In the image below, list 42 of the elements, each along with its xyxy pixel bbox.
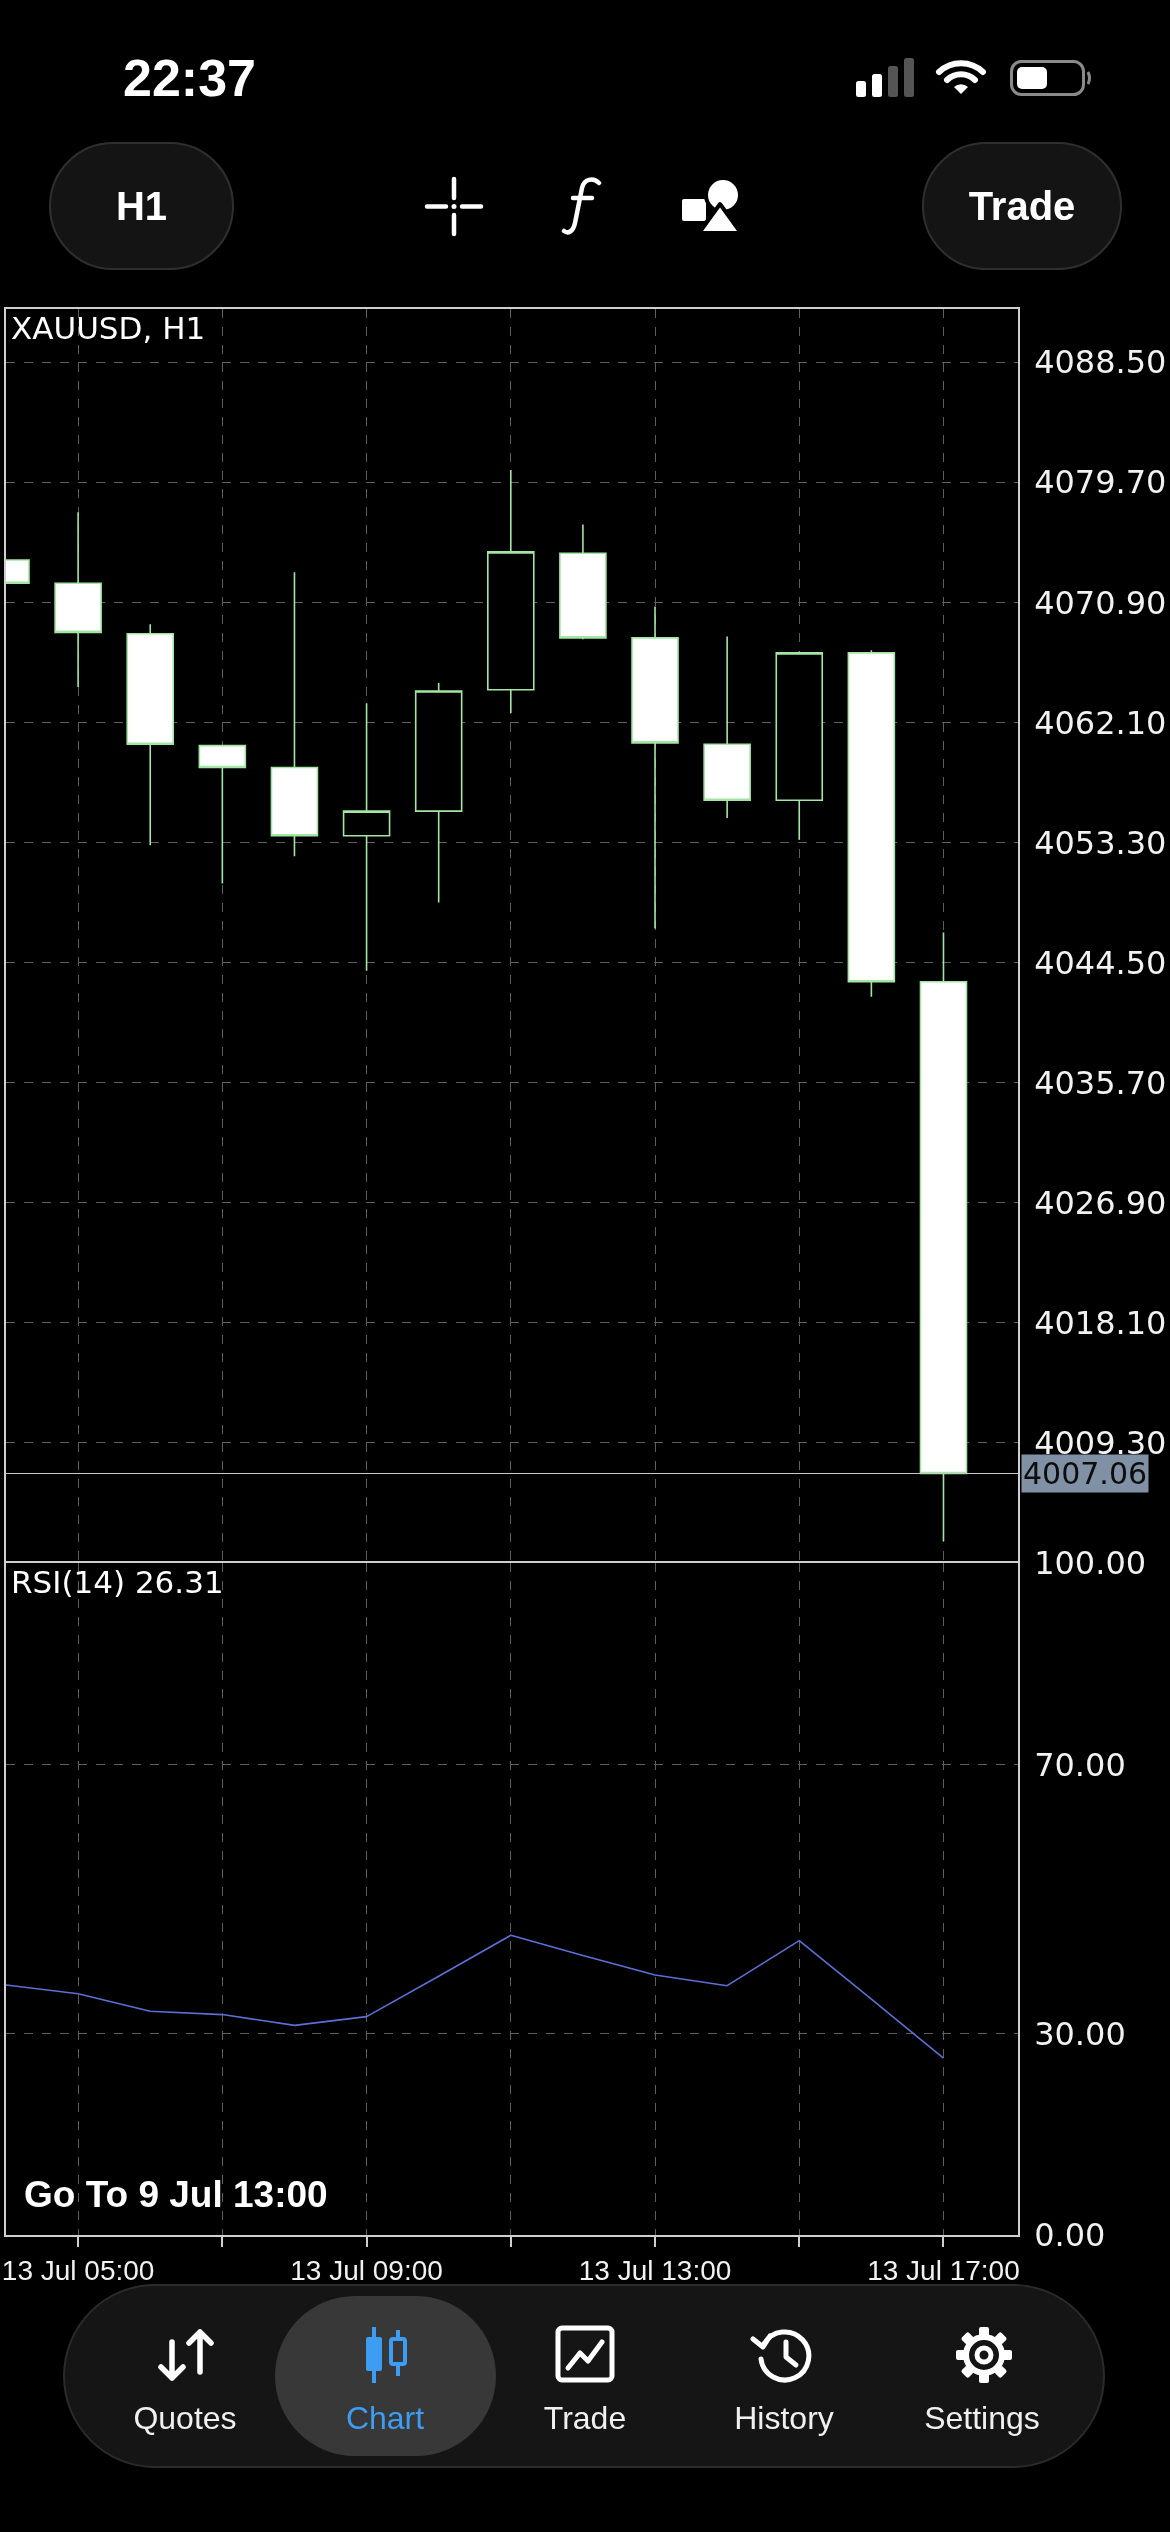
candlestick [342, 702, 391, 972]
annotation: Go To 9 Jul 13:00 [24, 2174, 328, 2215]
candlestick [270, 571, 319, 857]
candlestick [631, 605, 679, 930]
x-tick-label: 13 Jul 17:00 [867, 2255, 1020, 2287]
button: Trade [922, 142, 1122, 270]
candlestick [487, 469, 535, 714]
x-tick-label: 13 Jul 13:00 [578, 2255, 732, 2287]
candlestick [198, 744, 247, 885]
candlestick [775, 650, 824, 841]
line-series [6, 1934, 945, 2059]
text: Chart [345, 2400, 425, 2436]
chart-title: XAUUSD, H1 [11, 309, 206, 346]
y-tick-label: 0.00 [1034, 2216, 1106, 2255]
y-tick-label: 100.00 [1034, 1544, 1147, 1583]
button: H1 [49, 142, 234, 270]
text: 22:37 [123, 49, 256, 107]
candlestick [54, 511, 102, 688]
text: History [734, 2400, 834, 2436]
y-tick-label: 4018.10 [1034, 1304, 1167, 1343]
y-tick-label: 30.00 [1034, 2014, 1126, 2053]
y-tick-label: 4026.90 [1034, 1183, 1167, 1222]
text: Quotes [133, 2400, 237, 2436]
candlestick [559, 523, 607, 641]
x-tick-label: 13 Jul 09:00 [290, 2255, 443, 2287]
y-tick-label: 4035.70 [1034, 1063, 1167, 1102]
text: Trade [543, 2400, 627, 2436]
candlestick [703, 635, 751, 819]
y-tick-label: 4053.30 [1034, 823, 1167, 862]
y-tick-label: 4079.70 [1034, 463, 1167, 502]
candlestick [414, 682, 463, 904]
y-tick-label: 70.00 [1034, 1745, 1126, 1784]
y-tick-label: 4062.10 [1034, 703, 1167, 742]
ref-line-label: 4007.06 [1023, 1456, 1148, 1491]
candlestick [847, 649, 896, 998]
y-tick-label: 4088.50 [1034, 343, 1167, 382]
text: Settings [924, 2400, 1040, 2436]
candlestick [126, 623, 175, 847]
chart-title: RSI(14) 26.31 [11, 1563, 224, 1600]
y-tick-label: 4044.50 [1034, 943, 1167, 982]
y-tick-label: 4070.90 [1034, 583, 1167, 622]
x-tick-label: 13 Jul 05:00 [1, 2255, 155, 2287]
